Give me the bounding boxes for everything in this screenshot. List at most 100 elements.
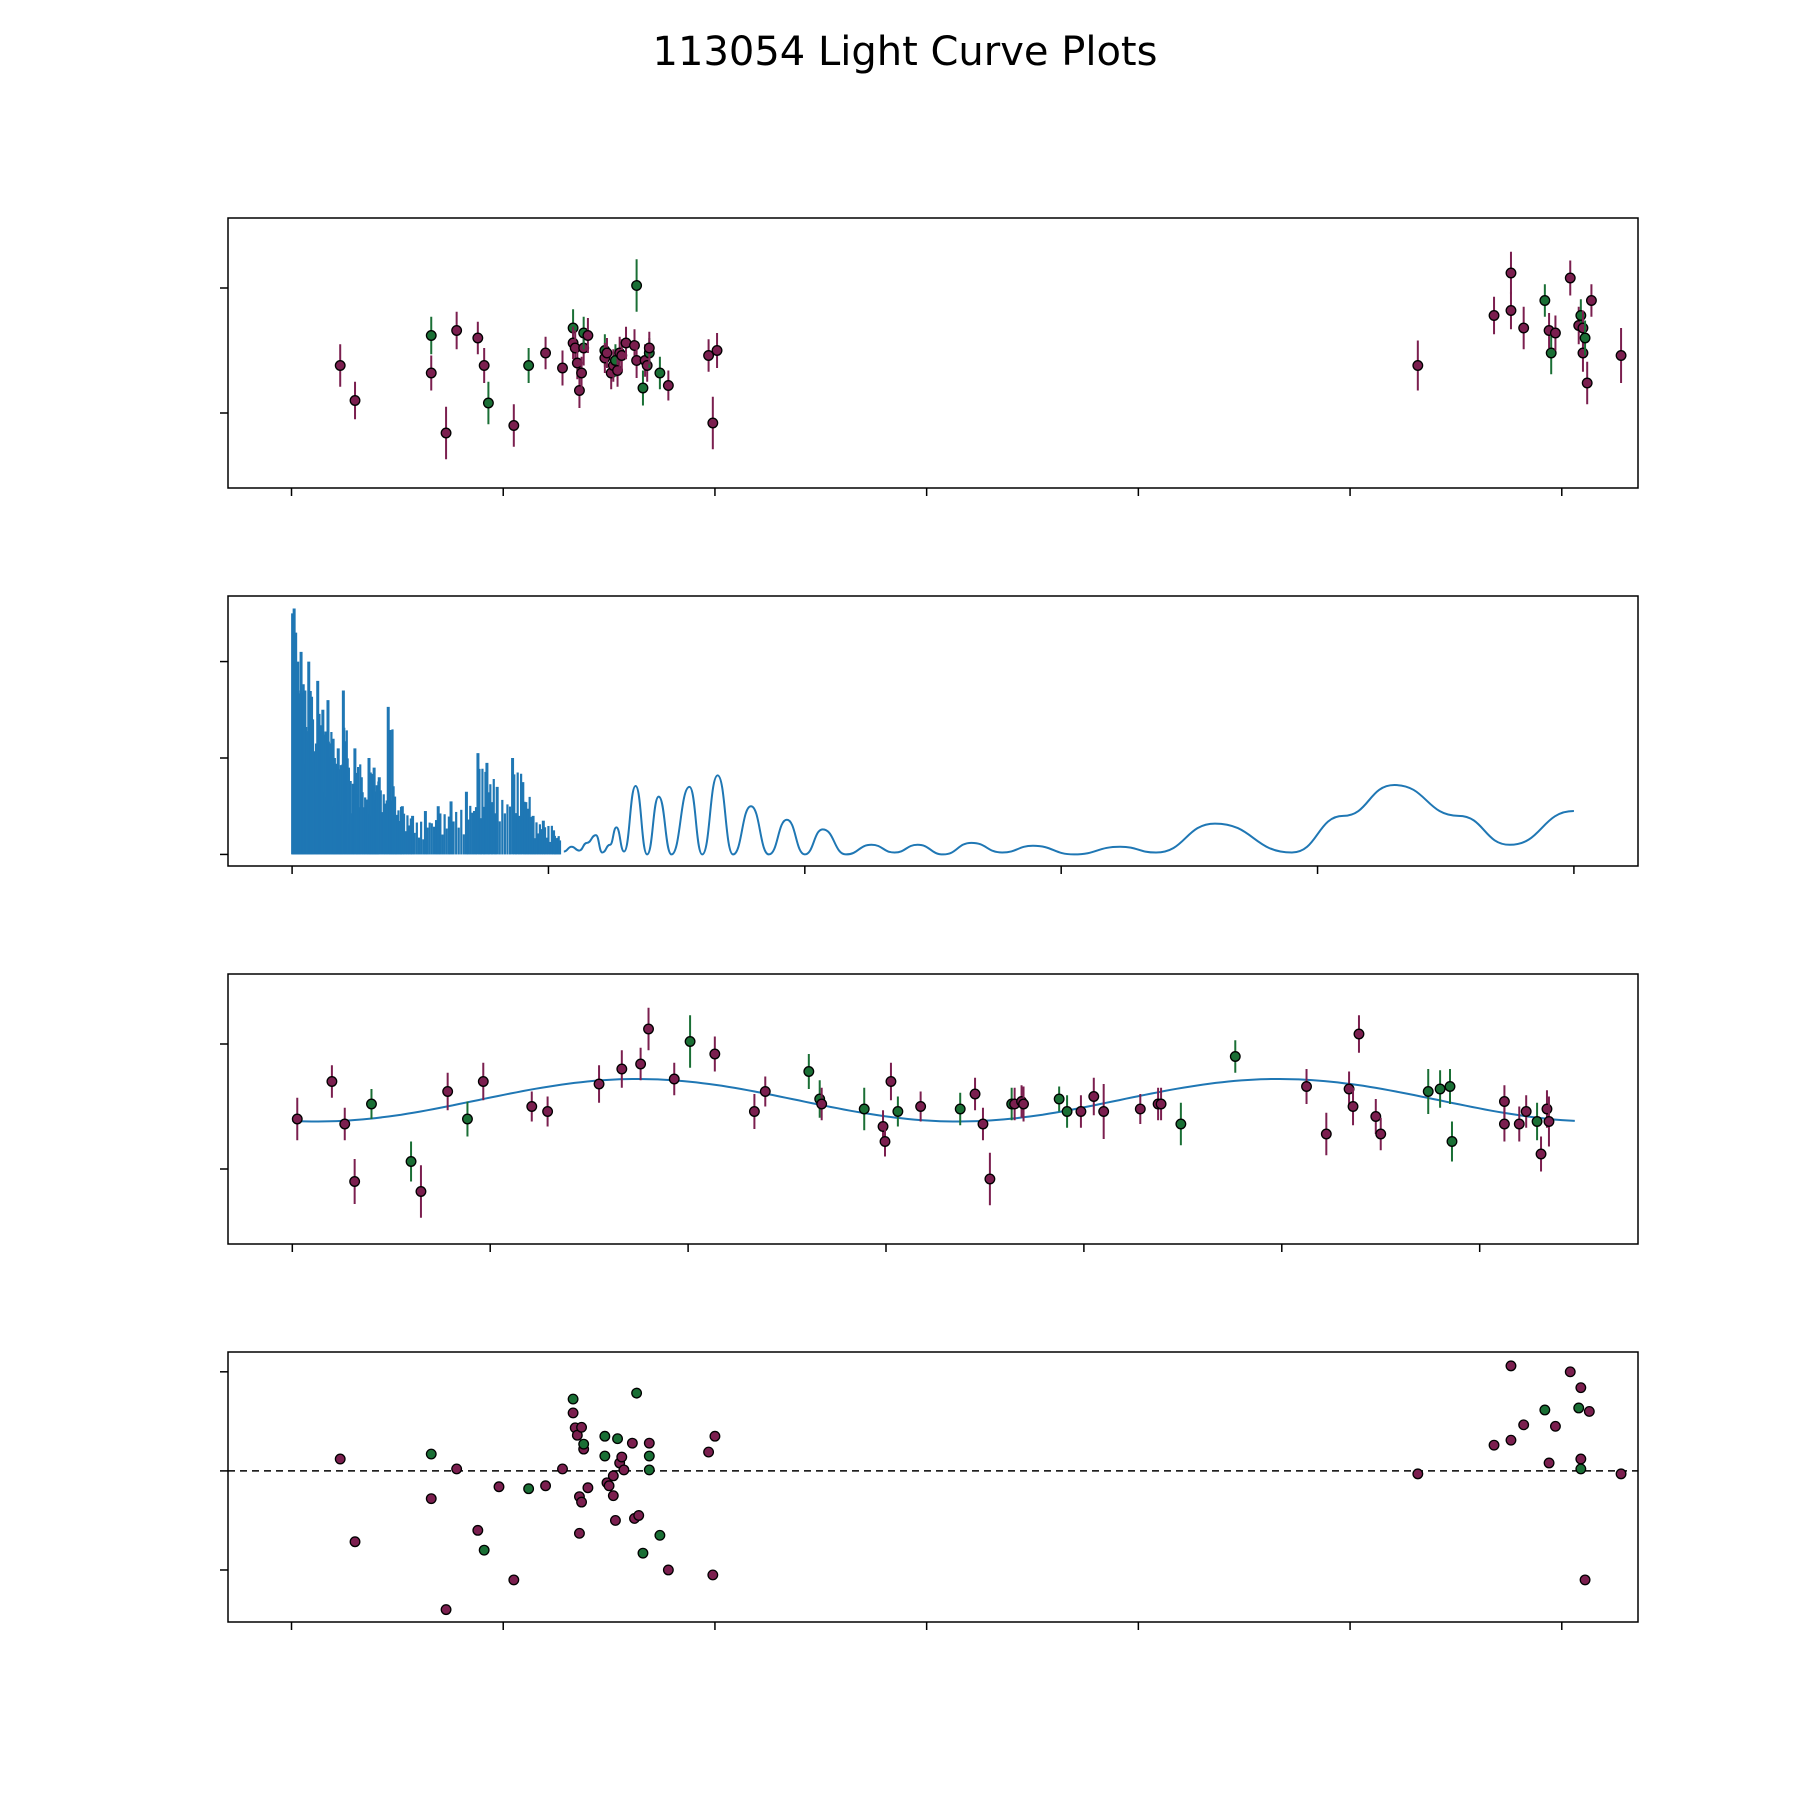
axes-frame [227,973,1639,1245]
data-point [567,1393,579,1405]
data-point [1098,1106,1110,1117]
data-point [631,1387,643,1399]
data-point [1575,1463,1587,1475]
data-point [1434,1083,1446,1095]
data-point [582,330,594,341]
data-point [405,1156,417,1167]
data-point [425,367,437,379]
panel-resid [220,1351,1639,1630]
data-point [366,1098,377,1110]
axes-frame [227,217,1639,489]
data-point [1575,1453,1587,1465]
data-point [1134,1103,1146,1115]
data-point [1581,377,1593,389]
panel-ls [220,595,1639,874]
data-point [1053,1093,1065,1105]
data-point [1444,1081,1456,1092]
data-point [349,1536,361,1548]
data-point [593,1078,605,1090]
data-point [977,1118,989,1130]
data-point [1088,1091,1100,1102]
data-point [1505,267,1517,279]
data-point [478,1544,490,1556]
data-point [1353,1028,1365,1040]
data-point [1061,1106,1073,1117]
data-point [576,1421,588,1433]
data-point [526,1101,538,1112]
data-point [1615,1468,1627,1480]
data-point [603,1480,615,1492]
data-point [654,1529,666,1541]
data-point [954,1103,966,1115]
data-point [1498,1096,1510,1107]
data-point [1577,322,1589,334]
data-point [1155,1098,1167,1110]
data-point [1579,1574,1591,1586]
data-point [1488,310,1500,321]
data-point [1320,1128,1332,1140]
data-point [631,280,643,291]
data-point [643,342,655,354]
data-point [816,1098,828,1110]
data-point [892,1106,904,1117]
fit-curve [292,1078,1575,1123]
data-point [703,350,715,361]
data-point [1577,347,1589,359]
power-curve [563,774,1574,856]
data-point [1573,1402,1585,1414]
data-point [643,1464,655,1476]
data-point [748,1106,760,1117]
data-point [1543,1116,1555,1127]
data-point [1615,350,1627,361]
data-point [540,1480,552,1492]
data-point [1513,1118,1525,1130]
data-point [1505,1434,1517,1446]
data-point [1518,1419,1530,1431]
data-point [508,420,520,431]
data-point [1520,1106,1532,1117]
plot-area [291,608,1574,856]
data-point [759,1086,771,1097]
data-point [618,1464,630,1476]
data-point [662,1564,674,1576]
data-point [879,1136,891,1147]
data-point [1505,1360,1517,1372]
data-point [1175,1118,1187,1130]
data-point [472,332,484,344]
data-point [1375,1128,1387,1140]
data-point [662,380,674,391]
data-point [984,1173,996,1185]
data-point [567,1407,579,1419]
data-point [607,1470,619,1482]
data-point [326,1076,338,1087]
data-point [291,1113,303,1125]
data-point [668,1073,680,1085]
data-point [576,1496,588,1508]
data-point [637,382,649,394]
data-point [1412,1468,1424,1480]
data-point [643,1437,655,1449]
data-point [599,1450,611,1462]
data-point [654,367,666,379]
data-point [703,1446,715,1458]
data-point [472,1524,484,1536]
data-point [709,1430,721,1442]
data-point [643,1023,654,1035]
axes-frame [227,595,1639,867]
data-point [1545,347,1557,359]
data-point [1575,310,1587,321]
data-point [1370,1111,1382,1122]
data-point [1575,1382,1587,1394]
data-point [493,1481,505,1493]
data-point [425,1493,437,1505]
plot-area [334,251,1627,460]
panel-phase [220,973,1639,1252]
data-point [1564,272,1576,284]
data-point [609,1514,621,1526]
data-point [616,1063,628,1075]
data-point [1531,1116,1543,1127]
data-point [1301,1081,1312,1092]
data-point [1422,1086,1434,1097]
panel-lc [220,217,1639,496]
